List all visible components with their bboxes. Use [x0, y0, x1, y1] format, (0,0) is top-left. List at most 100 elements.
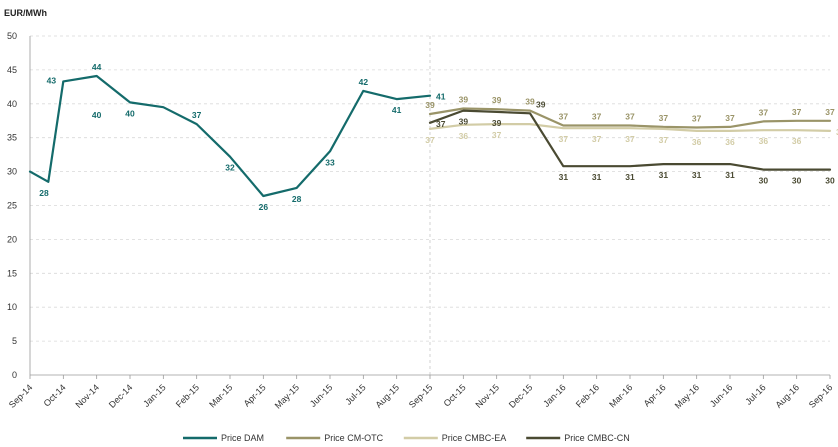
legend: Price DAM Price CM-OTC Price CMBC-EA Price … — [183, 433, 630, 443]
data-label: 37 — [592, 111, 602, 121]
data-label: 36 — [759, 136, 769, 146]
data-label: 32 — [225, 163, 235, 173]
data-label: 36 — [692, 137, 702, 147]
data-label: 31 — [559, 172, 569, 182]
data-label: 37 — [659, 113, 669, 123]
x-tick-label: Jul-15 — [343, 382, 367, 406]
x-tick-label: Feb-15 — [174, 382, 201, 409]
data-label: 33 — [325, 157, 335, 167]
data-label: 37 — [192, 110, 202, 120]
y-tick-label: 40 — [7, 99, 17, 109]
data-label: 37 — [559, 111, 569, 121]
x-tick-label: Apr-16 — [642, 382, 668, 408]
y-tick-label: 15 — [7, 268, 17, 278]
gridlines — [30, 35, 830, 375]
series-line — [428, 109, 832, 171]
y-tick-label: 25 — [7, 201, 17, 211]
x-tick-label: Feb-16 — [574, 382, 601, 409]
x-tick-label: Sep-15 — [407, 382, 435, 410]
series-line — [428, 107, 832, 129]
data-label: 43 — [47, 75, 57, 85]
data-label: 37 — [725, 113, 735, 123]
data-label: 39 — [525, 97, 535, 107]
data-label: 37 — [592, 134, 602, 144]
x-tick-label: Aug-16 — [773, 382, 801, 410]
y-tick-label: 20 — [7, 234, 17, 244]
x-tick-label: Nov-15 — [473, 382, 501, 410]
data-label: 31 — [692, 170, 702, 180]
x-tick-label: Sep-16 — [807, 382, 835, 410]
x-tick-label: Oct-15 — [442, 382, 468, 408]
data-label: 39 — [492, 118, 502, 128]
data-label: 31 — [592, 172, 602, 182]
data-label: 39 — [459, 95, 469, 105]
data-label: 30 — [792, 176, 802, 186]
data-label: 37 — [625, 111, 635, 121]
series-line — [28, 74, 432, 198]
legend-label: Price DAM — [221, 433, 264, 443]
data-label: 37 — [659, 135, 669, 145]
data-label: 37 — [436, 119, 446, 129]
x-tick-label: Jan-16 — [541, 382, 568, 409]
y-tick-label: 0 — [12, 370, 17, 380]
data-label: 36 — [459, 131, 469, 141]
x-tick-label: Oct-14 — [42, 382, 68, 408]
data-label: 36 — [792, 136, 802, 146]
data-label: 39 — [425, 100, 435, 110]
data-label: 28 — [39, 188, 49, 198]
x-tick-label: Sep-14 — [7, 382, 35, 410]
legend-label: Price CMBC-EA — [442, 433, 507, 443]
y-tick-label: 5 — [12, 336, 17, 346]
x-tick-label: Dec-14 — [107, 382, 135, 410]
data-label: 37 — [559, 134, 569, 144]
legend-label: Price CMBC-CN — [564, 433, 630, 443]
data-label: 37 — [692, 114, 702, 124]
x-tick-label: May-16 — [673, 382, 701, 410]
data-label: 37 — [759, 107, 769, 117]
data-label: 30 — [759, 176, 769, 186]
x-tick-label: May-15 — [273, 382, 301, 410]
data-label: 30 — [825, 176, 835, 186]
y-tick-label: 35 — [7, 133, 17, 143]
y-tick-label: 50 — [7, 31, 17, 41]
data-label: 37 — [425, 135, 435, 145]
data-label: 39 — [536, 99, 546, 109]
y-tick-label: 45 — [7, 65, 17, 75]
data-label: 39 — [492, 95, 502, 105]
x-tick-label: Nov-14 — [73, 382, 101, 410]
x-tick-label: Jan-15 — [141, 382, 168, 409]
data-label: 40 — [125, 108, 135, 118]
x-tick-label: Jun-15 — [308, 382, 335, 409]
data-label: 36 — [725, 137, 735, 147]
data-label: 37 — [625, 134, 635, 144]
data-label: 31 — [725, 170, 735, 180]
data-label: 31 — [625, 172, 635, 182]
x-tick-label: Jul-16 — [743, 382, 767, 406]
y-axis-title: EUR/MWh — [4, 8, 47, 18]
data-label: 44 — [92, 62, 102, 72]
data-label: 37 — [492, 130, 502, 140]
x-tick-label: Mar-15 — [207, 382, 234, 409]
data-label: 41 — [392, 105, 402, 115]
data-label: 31 — [659, 170, 669, 180]
series-line — [428, 122, 832, 132]
data-label: 26 — [259, 202, 269, 212]
data-label: 3 — [836, 127, 838, 137]
data-label: 40 — [92, 110, 102, 120]
data-label: 42 — [359, 77, 369, 87]
y-tick-label: 30 — [7, 167, 17, 177]
data-label: 41 — [436, 92, 446, 102]
x-tick-label: Jun-16 — [708, 382, 735, 409]
series-lines — [28, 74, 832, 198]
y-tick-label: 10 — [7, 302, 17, 312]
x-tick-label: Apr-15 — [242, 382, 268, 408]
x-tick-label: Mar-16 — [607, 382, 634, 409]
data-label: 28 — [292, 194, 302, 204]
x-tick-label: Dec-15 — [507, 382, 535, 410]
data-label: 39 — [459, 117, 469, 127]
legend-label: Price CM-OTC — [324, 433, 383, 443]
